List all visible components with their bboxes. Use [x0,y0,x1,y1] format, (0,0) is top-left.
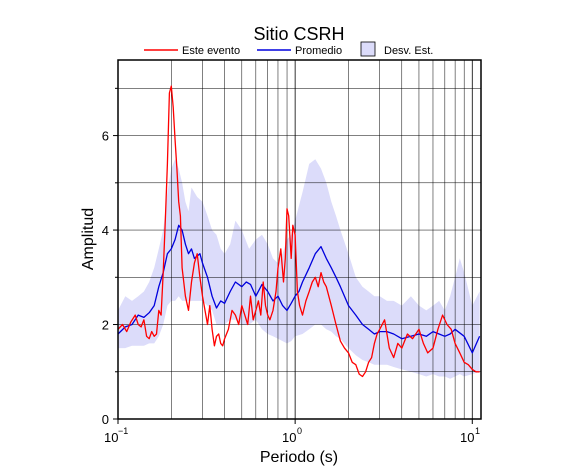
y-axis-title: Amplitud [80,208,97,270]
plot-border [117,59,482,420]
y-tick-label: 0 [102,412,109,427]
chart-title: Sitio CSRH [253,24,344,44]
series-line-este-evento [117,85,480,378]
x-tick-label-exp-1: −1 [118,426,128,436]
x-tick-label-base-1: 10 [104,430,118,445]
series-line-promedio [117,224,481,354]
y-tick-label: 2 [102,318,109,333]
x-axis-title: Periodo (s) [260,449,338,466]
x-tick-label-base-3: 10 [460,430,474,445]
x-tick-label-exp-2: 0 [297,426,302,436]
y-tick-label: 4 [102,223,109,238]
legend-band-label: Desv. Est. [384,45,433,57]
y-tick-label: 6 [102,129,109,144]
std-band [118,159,480,379]
series-layer [117,85,481,378]
legend: Este evento Promedio Desv. Est. [144,41,433,57]
tick-layer: 0 2 4 6 [102,87,473,427]
x-tick-label-exp-3: 1 [475,426,480,436]
grid-layer [118,60,481,419]
legend-band-swatch [360,41,376,57]
std-band-layer [118,159,480,379]
x-tick-label-base-2: 10 [282,430,296,445]
legend-event-label: Este evento [182,45,240,57]
plot-frame [117,59,482,420]
legend-mean-label: Promedio [295,45,342,57]
